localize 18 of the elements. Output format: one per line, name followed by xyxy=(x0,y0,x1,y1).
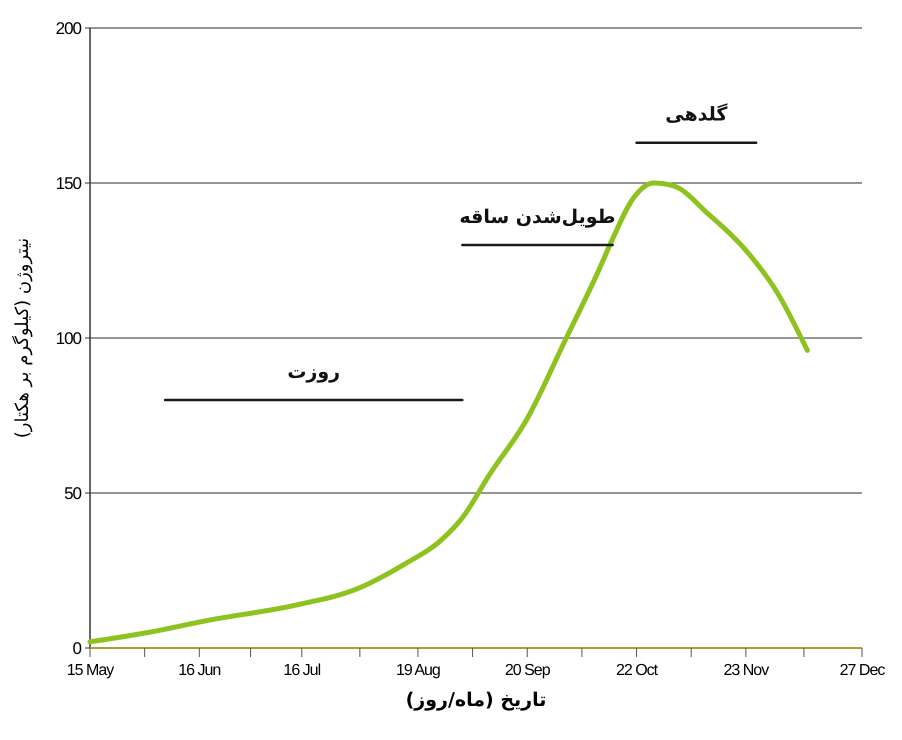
x-tick-label: 20 Sep xyxy=(504,662,551,679)
y-tick-label: 150 xyxy=(56,174,82,193)
series-label: روزت xyxy=(287,361,340,383)
x-tick-label: 23 Nov xyxy=(724,662,770,679)
x-tick-label: 19 Aug xyxy=(396,662,440,679)
y-tick-label: 200 xyxy=(56,18,82,38)
y-axis-title: نیتروژن (کیلوگرم بر هکتار) xyxy=(11,238,33,438)
x-axis-title: تاریخ (ماه/روز) xyxy=(406,689,546,711)
series-label: گلدهی xyxy=(665,102,728,126)
x-tick-label: 16 Jul xyxy=(283,662,321,679)
y-tick-label: 50 xyxy=(64,484,82,503)
y-tick-label: 0 xyxy=(72,638,82,658)
y-tick-label: 100 xyxy=(56,328,82,348)
x-tick-label: 22 Oct xyxy=(616,662,659,679)
x-tick-label: 16 Jun xyxy=(178,662,220,679)
series-label: طویل‌شدن ساقه xyxy=(459,206,616,228)
x-tick-label: 27 Dec xyxy=(840,662,886,679)
x-tick-label: 15 May xyxy=(66,662,114,679)
